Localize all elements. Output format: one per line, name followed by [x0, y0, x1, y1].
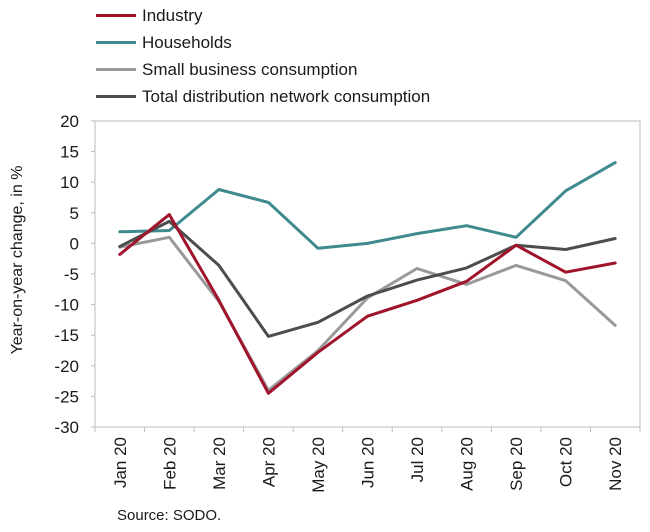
x-tick-label: Apr 20 — [259, 437, 278, 487]
legend-swatch-small-business — [96, 68, 136, 71]
legend-item-industry: Industry — [96, 2, 430, 29]
series-line-small-business-consumption — [118, 235, 617, 392]
legend-item-households: Households — [96, 29, 430, 56]
legend-label-small-business: Small business consumption — [142, 59, 358, 79]
x-tick-label: Jun 20 — [359, 437, 378, 488]
y-axis-label: Year-on-year change, in % — [9, 165, 26, 355]
legend-label-industry: Industry — [142, 5, 203, 25]
plot-area — [94, 120, 641, 428]
x-tick-label: Mar 20 — [210, 437, 229, 490]
y-tick-label: 15 — [60, 143, 79, 162]
series-line-industry — [118, 213, 617, 395]
x-tick-label: May 20 — [309, 437, 328, 493]
y-tick-label: 5 — [70, 204, 79, 223]
legend: Industry Households Small business consu… — [96, 2, 430, 110]
series-line-total-distribution-network-consumption — [118, 219, 617, 338]
y-tick-label: 10 — [60, 173, 79, 192]
legend-label-households: Households — [142, 32, 232, 52]
y-tick-label: -15 — [54, 326, 79, 345]
series-line-households — [118, 161, 617, 250]
x-tick-label: Oct 20 — [557, 437, 576, 487]
y-tick-label: -20 — [54, 357, 79, 376]
legend-swatch-total — [96, 95, 136, 98]
legend-swatch-households — [96, 41, 136, 44]
y-tick-label: -5 — [64, 265, 79, 284]
x-tick-label: Feb 20 — [160, 437, 179, 490]
x-tick-label: Jan 20 — [111, 437, 130, 488]
x-tick-label: Nov 20 — [606, 437, 625, 491]
x-tick-label: Jul 20 — [408, 437, 427, 482]
legend-label-total: Total distribution network consumption — [142, 86, 431, 106]
y-tick-label: 0 — [70, 234, 79, 253]
legend-item-total: Total distribution network consumption — [96, 83, 430, 110]
legend-swatch-industry — [96, 14, 136, 17]
x-tick-label: Sep 20 — [507, 437, 526, 491]
y-tick-label: -10 — [54, 296, 79, 315]
legend-item-small-business: Small business consumption — [96, 56, 430, 83]
y-tick-label: 20 — [60, 112, 79, 131]
y-tick-label: -25 — [54, 387, 79, 406]
x-tick-label: Aug 20 — [458, 437, 477, 491]
source-note: Source: SODO. — [117, 507, 222, 524]
y-tick-label: -30 — [54, 418, 79, 437]
